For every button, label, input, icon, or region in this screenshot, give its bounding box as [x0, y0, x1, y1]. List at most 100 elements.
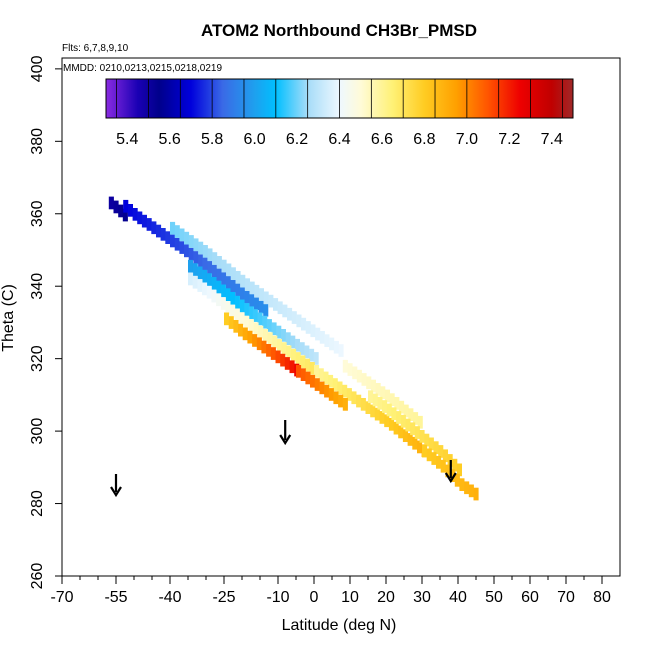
data-cell	[382, 400, 388, 413]
data-cell	[258, 288, 264, 301]
data-cell	[309, 348, 315, 362]
data-cell	[294, 338, 300, 352]
data-cell	[263, 291, 269, 305]
data-cell	[230, 292, 236, 305]
y-tick-label: 380	[29, 128, 46, 155]
data-cell	[282, 304, 288, 318]
data-cell	[417, 440, 423, 454]
data-cell	[281, 342, 287, 355]
colorbar-tick-label: 6.6	[371, 131, 393, 148]
data-cell	[436, 456, 442, 469]
x-tick-label: 50	[485, 589, 503, 606]
data-cell	[174, 237, 180, 251]
data-cell	[375, 383, 381, 396]
data-cell	[266, 344, 272, 357]
data-cell	[146, 218, 152, 231]
data-cell	[431, 452, 437, 465]
x-axis-label: Latitude (deg N)	[282, 617, 397, 634]
data-cell	[319, 331, 325, 344]
data-cell	[386, 403, 392, 417]
data-cell	[285, 332, 291, 345]
data-cell	[113, 200, 119, 214]
data-cell	[233, 320, 239, 333]
data-cell	[244, 278, 250, 291]
data-cell	[248, 319, 254, 332]
data-cell	[356, 394, 362, 408]
data-cell	[338, 344, 344, 357]
data-cell	[440, 459, 446, 473]
data-cell	[188, 247, 194, 261]
data-cell	[300, 355, 306, 369]
data-cell	[179, 241, 185, 254]
data-cell	[413, 412, 419, 425]
data-cell	[417, 415, 423, 429]
colorbar-tick-label: 7.4	[541, 131, 563, 148]
data-cell	[235, 271, 241, 284]
data-cell	[206, 273, 212, 286]
data-cell	[256, 337, 262, 351]
data-cell	[408, 408, 414, 421]
x-tick-label: 80	[593, 589, 611, 606]
down-arrow-head	[279, 434, 292, 446]
data-cell	[391, 407, 397, 421]
data-cell	[228, 316, 234, 329]
data-cell	[389, 393, 395, 406]
data-cell	[310, 374, 316, 388]
y-axis-label: Theta (C)	[0, 284, 17, 352]
data-cell	[377, 396, 383, 410]
data-cell	[365, 401, 371, 414]
x-tick-label: -10	[266, 589, 289, 606]
data-cell	[238, 323, 244, 337]
colorbar-tick-label: 6.4	[328, 131, 350, 148]
down-arrow-head	[444, 472, 457, 484]
data-cell	[156, 224, 162, 238]
data-cell	[309, 362, 315, 375]
data-cell	[277, 301, 283, 315]
data-cell	[248, 306, 254, 320]
data-cell	[442, 449, 448, 463]
data-cell	[165, 231, 171, 244]
data-cell	[414, 426, 420, 439]
x-tick-label: 60	[521, 589, 539, 606]
data-cell	[216, 280, 222, 294]
data-cell	[240, 274, 246, 288]
data-cell	[262, 329, 268, 342]
data-cell	[407, 433, 413, 446]
latitude-arrows	[110, 420, 457, 498]
y-tick-label: 360	[29, 200, 46, 227]
data-cell	[332, 378, 338, 391]
data-cell	[286, 345, 292, 359]
data-cell	[342, 398, 348, 411]
data-cell	[342, 384, 348, 398]
colorbar-tick-label: 7.0	[456, 131, 478, 148]
data-cell	[118, 204, 124, 218]
data-cell	[221, 259, 227, 273]
data-cell	[351, 391, 357, 405]
plot-frame	[61, 57, 621, 577]
data-cell	[197, 279, 203, 292]
data-cell	[291, 311, 297, 324]
x-tick-label: -70	[50, 589, 73, 606]
data-cell	[261, 340, 267, 354]
data-cell	[216, 293, 222, 307]
x-tick-label: -25	[212, 589, 235, 606]
data-cell	[456, 463, 462, 477]
down-arrow-head	[110, 486, 122, 498]
data-cell	[318, 368, 324, 381]
data-cell	[454, 474, 460, 487]
data-cell	[258, 300, 264, 314]
data-cell	[242, 327, 248, 341]
data-cell	[300, 368, 306, 381]
data-cell	[333, 340, 339, 354]
data-cell	[160, 228, 166, 241]
x-tick-label: 20	[377, 589, 395, 606]
data-cell	[244, 315, 250, 329]
data-cell	[337, 381, 343, 395]
data-cell	[342, 359, 348, 373]
data-cell	[405, 418, 411, 432]
y-tick-label: 320	[29, 345, 46, 372]
colorbar-tick-label: 6.8	[413, 131, 435, 148]
data-cell	[132, 208, 138, 221]
data-cell	[122, 208, 128, 222]
data-cell	[452, 458, 458, 472]
